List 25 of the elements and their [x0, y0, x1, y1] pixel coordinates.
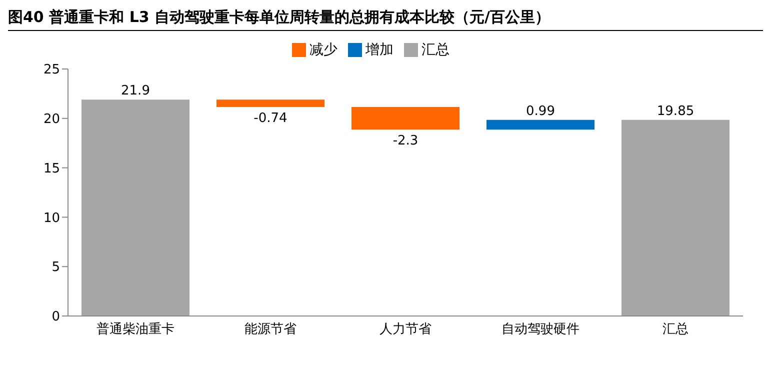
y-tick-label: 0: [52, 310, 60, 325]
data-label: -0.74: [254, 110, 288, 126]
x-tick-label: 人力节省: [380, 322, 432, 338]
bar: [486, 120, 594, 130]
legend-label: 减少: [310, 42, 338, 58]
bar: [216, 100, 324, 107]
y-tick-label: 10: [43, 210, 60, 226]
data-label: 0.99: [526, 104, 555, 119]
y-tick-label: 20: [43, 112, 60, 128]
y-tick-label: 25: [43, 62, 60, 78]
x-tick-label: 自动驾驶硬件: [502, 322, 580, 338]
bar: [352, 106, 460, 130]
bar: [82, 100, 190, 316]
legend-label: 汇总: [422, 42, 450, 58]
x-tick-label: 能源节省: [244, 322, 296, 338]
x-tick-label: 汇总: [662, 322, 688, 338]
data-label: 21.9: [121, 84, 150, 99]
bar: [622, 120, 730, 316]
y-tick-label: 15: [43, 161, 60, 176]
x-tick-label: 普通柴油重卡: [96, 321, 174, 338]
chart-title: 图40 普通重卡和 L3 自动驾驶重卡每单位周转量的总拥有成本比较（元/百公里）: [8, 8, 763, 31]
legend-label: 增加: [366, 42, 394, 58]
data-label: 19.85: [656, 104, 694, 119]
data-label: -2.3: [392, 134, 418, 149]
y-tick-label: 5: [52, 260, 60, 276]
